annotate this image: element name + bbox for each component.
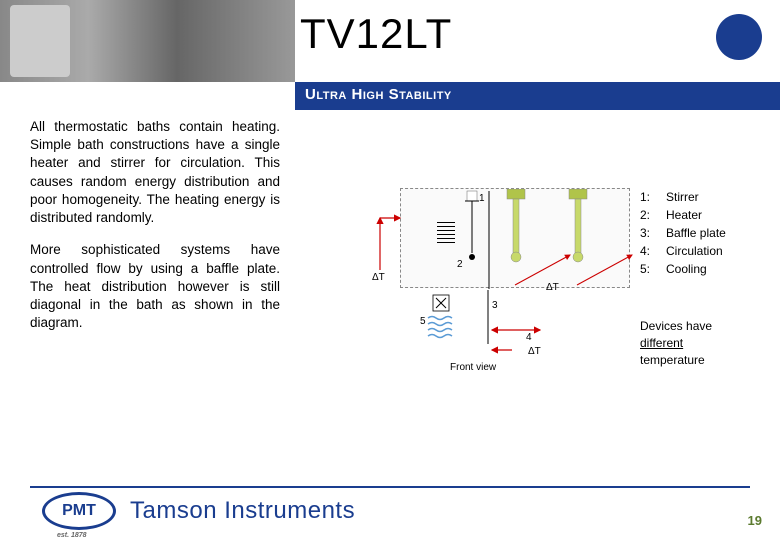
paragraph-2: More sophisticated systems have controll… xyxy=(30,241,280,332)
label-3: 3 xyxy=(492,300,498,311)
delta-t-left: ΔT xyxy=(372,272,385,283)
note: Devices have different temperature xyxy=(640,318,760,368)
label-5: 5 xyxy=(420,316,426,327)
header: TV12LT Ultra High Stability xyxy=(0,0,780,98)
note-line1: Devices have xyxy=(640,319,712,333)
logo-oval: PMT est. 1878 xyxy=(42,492,116,530)
legend-row: 4:Circulation xyxy=(640,242,726,260)
diagram-caption: Front view xyxy=(450,362,496,373)
accent-circle xyxy=(716,14,762,60)
legend-row: 5:Cooling xyxy=(640,260,726,278)
diagram: 1 2 ΔT 5 3 4 ΔT ΔT Front view xyxy=(370,170,650,390)
label-4: 4 xyxy=(526,332,532,343)
legend: 1:Stirrer 2:Heater 3:Baffle plate 4:Circ… xyxy=(640,188,726,278)
subtitle-bar: Ultra High Stability xyxy=(295,82,780,110)
header-photo xyxy=(0,0,295,82)
label-1: 1 xyxy=(479,193,485,204)
bath-outline: 1 2 xyxy=(400,188,630,288)
note-line3: temperature xyxy=(640,353,705,367)
delta-t-mid: ΔT xyxy=(546,282,559,293)
logo-brand: Tamson Instruments xyxy=(130,497,355,525)
logo: PMT est. 1878 Tamson Instruments xyxy=(42,492,355,530)
page-number: 19 xyxy=(748,513,762,528)
footer: PMT est. 1878 Tamson Instruments 19 xyxy=(0,482,780,540)
logo-est: est. 1878 xyxy=(57,532,87,539)
legend-row: 1:Stirrer xyxy=(640,188,726,206)
page-title: TV12LT xyxy=(300,10,452,58)
label-2: 2 xyxy=(457,259,463,270)
footer-line xyxy=(30,486,750,488)
legend-row: 2:Heater xyxy=(640,206,726,224)
bath-svg xyxy=(401,189,631,289)
note-line2: different xyxy=(640,336,683,350)
logo-initials: PMT xyxy=(62,502,96,520)
body-text: All thermostatic baths contain heating. … xyxy=(30,118,280,346)
delta-t-bottom: ΔT xyxy=(528,346,541,357)
paragraph-1: All thermostatic baths contain heating. … xyxy=(30,118,280,227)
legend-row: 3:Baffle plate xyxy=(640,224,726,242)
